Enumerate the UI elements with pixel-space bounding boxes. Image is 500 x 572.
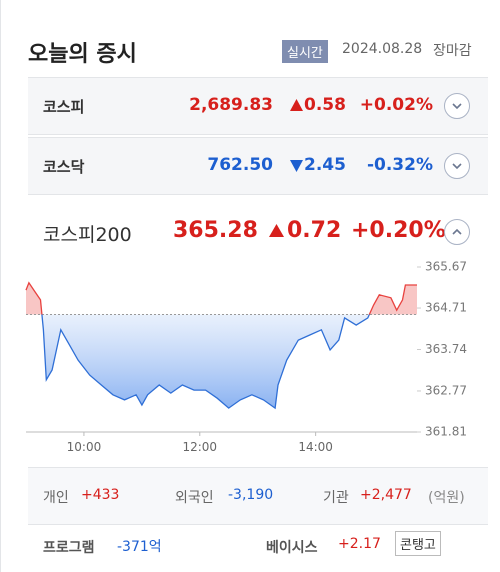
index-rate: -0.32% (366, 155, 433, 175)
index-name: 코스피 (43, 98, 85, 116)
x-tick-label: 14:00 (298, 440, 333, 454)
widget-title: 오늘의 증시 (28, 42, 137, 67)
index-rate: +0.02% (359, 95, 433, 115)
area-above (26, 282, 417, 315)
intraday-chart: 365.67 364.71 363.74 362.77 361.81 10:00 12:00… (25, 260, 467, 454)
expand-button[interactable] (444, 93, 470, 119)
y-tick-label: 362.77 (425, 383, 467, 397)
program-label: 프로그램 (43, 540, 95, 556)
down-arrow (290, 160, 303, 172)
date: 2024.08.28 (342, 41, 423, 57)
featured-name: 코스피200 (43, 224, 132, 246)
investor-value: -3,190 (228, 487, 274, 503)
y-tick-label: 363.74 (425, 342, 467, 356)
program-value: -371억 (117, 539, 162, 555)
basis-label: 베이시스 (266, 540, 318, 556)
index-row[interactable]: 코스닥 762.50 2.45 -0.32% (28, 137, 488, 195)
area-below (41, 314, 370, 409)
index-name: 코스닥 (43, 158, 85, 176)
featured-rate: +0.20% (351, 218, 446, 243)
basis-value: +2.17 (338, 536, 381, 552)
market-status: 장마감 (433, 43, 472, 59)
y-tick-label: 364.71 (425, 301, 467, 315)
investor-value: +2,477 (360, 487, 412, 503)
basis-state: 콘탱고 (395, 531, 441, 556)
investor-label: 외국인 (175, 490, 214, 506)
price-line (41, 314, 371, 410)
y-tick-label: 365.67 (425, 260, 467, 274)
collapse-button[interactable] (444, 219, 470, 245)
x-tick-label: 10:00 (67, 440, 102, 454)
unit: (억원) (428, 490, 465, 506)
realtime-badge: 실시간 (282, 40, 328, 63)
index-change: 2.45 (304, 155, 346, 175)
investor-label: 기관 (323, 490, 349, 506)
index-value: 762.50 (207, 155, 273, 175)
index-row[interactable]: 코스피 2,689.83 0.58 +0.02% (28, 77, 488, 135)
investor-band: 개인 +433 외국인 -3,190 기관 +2,477 (억원) (28, 467, 488, 525)
index-value: 2,689.83 (189, 95, 273, 115)
featured-value: 365.28 (173, 218, 258, 243)
up-arrow (290, 99, 303, 111)
up-arrow (269, 224, 284, 237)
index-change: 0.58 (304, 95, 346, 115)
y-tick-label: 361.81 (425, 425, 467, 439)
investor-label: 개인 (43, 490, 69, 506)
featured-change: 0.72 (287, 218, 342, 243)
investor-value: +433 (81, 487, 120, 503)
x-tick-label: 12:00 (182, 440, 217, 454)
expand-button[interactable] (444, 153, 470, 179)
